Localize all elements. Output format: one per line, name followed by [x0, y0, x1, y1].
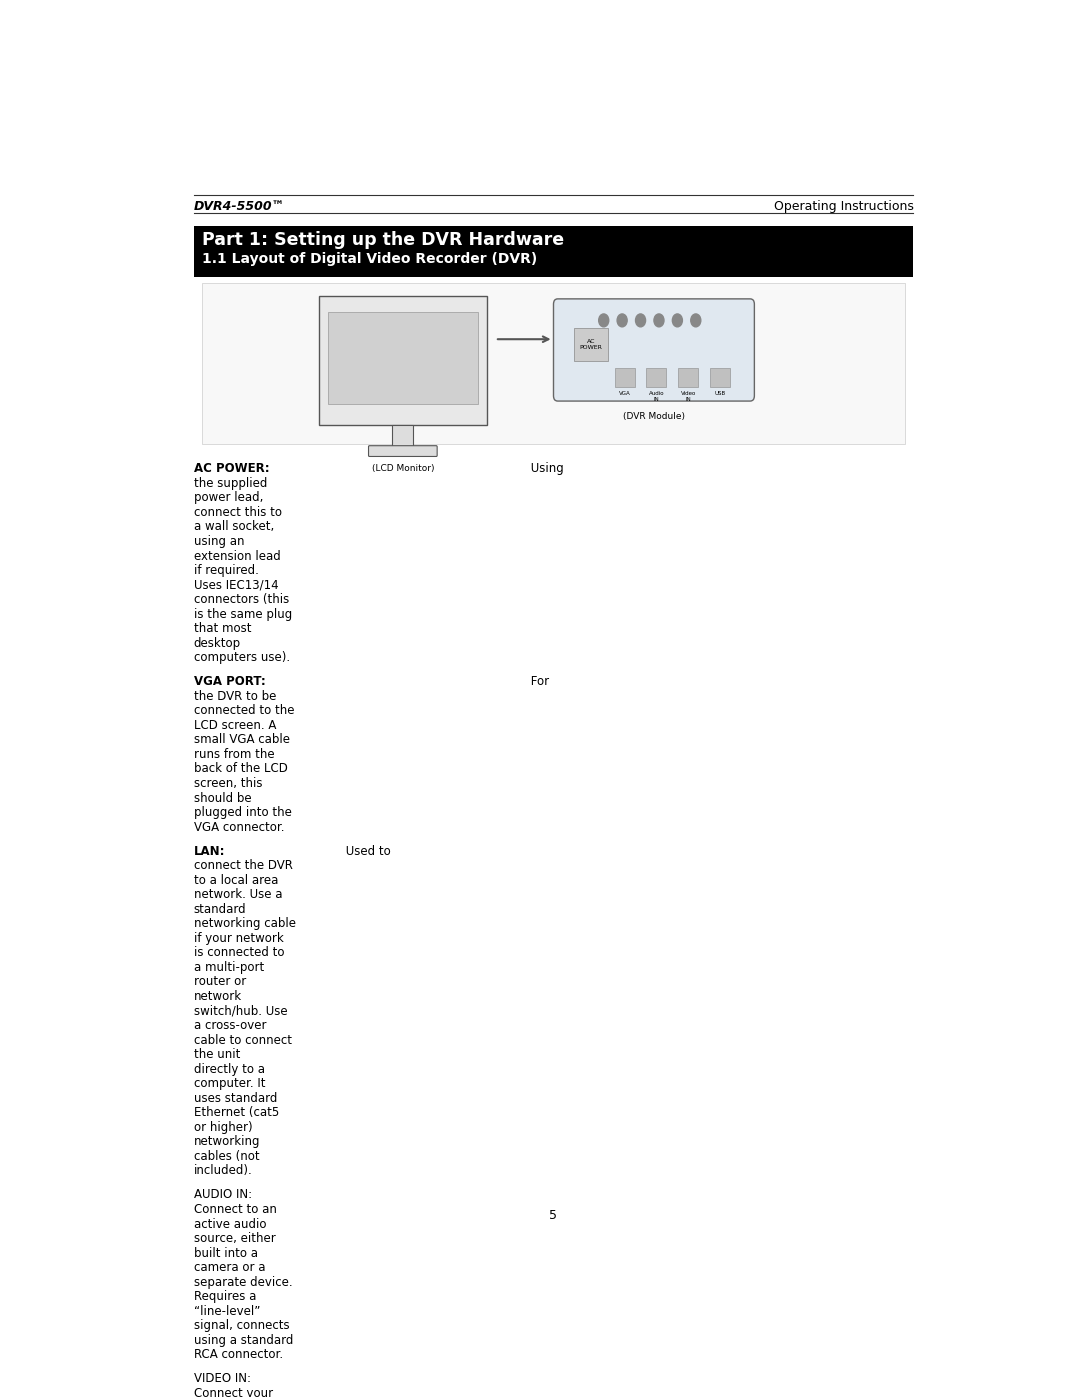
Text: “line-level”: “line-level” [193, 1305, 260, 1317]
Text: to a local area: to a local area [193, 875, 278, 887]
Circle shape [691, 314, 701, 327]
Text: standard: standard [193, 902, 246, 916]
Text: Connect to an: Connect to an [193, 1203, 276, 1215]
Text: VGA connector.: VGA connector. [193, 820, 284, 834]
Circle shape [654, 314, 664, 327]
Circle shape [598, 314, 609, 327]
Text: networking: networking [193, 1136, 260, 1148]
Text: desktop: desktop [193, 637, 241, 650]
Text: power lead,: power lead, [193, 492, 262, 504]
Text: VIDEO IN:: VIDEO IN: [193, 1372, 251, 1386]
Text: RCA connector.: RCA connector. [193, 1348, 283, 1361]
FancyBboxPatch shape [320, 296, 486, 425]
Text: a multi-port: a multi-port [193, 961, 264, 974]
Text: is connected to: is connected to [193, 946, 284, 960]
Text: the DVR to be: the DVR to be [193, 690, 276, 703]
Circle shape [673, 314, 683, 327]
FancyBboxPatch shape [327, 313, 478, 404]
FancyBboxPatch shape [193, 226, 914, 278]
Text: if your network: if your network [193, 932, 283, 944]
Text: DVR4-5500™: DVR4-5500™ [193, 200, 285, 212]
FancyBboxPatch shape [678, 367, 699, 387]
Text: extension lead: extension lead [193, 549, 281, 563]
Circle shape [635, 314, 646, 327]
Text: Part 1: Setting up the DVR Hardware: Part 1: Setting up the DVR Hardware [202, 231, 564, 249]
Text: a wall socket,: a wall socket, [193, 521, 274, 534]
Text: Ethernet (cat5: Ethernet (cat5 [193, 1106, 279, 1119]
Text: camera or a: camera or a [193, 1261, 265, 1274]
Text: the unit: the unit [193, 1048, 240, 1062]
Text: signal, connects: signal, connects [193, 1319, 289, 1333]
Text: networking cable: networking cable [193, 918, 296, 930]
FancyBboxPatch shape [202, 282, 905, 444]
Text: router or: router or [193, 975, 246, 989]
Text: source, either: source, either [193, 1232, 275, 1245]
Text: that most: that most [193, 622, 251, 636]
Text: switch/hub. Use: switch/hub. Use [193, 1004, 287, 1017]
Text: screen, this: screen, this [193, 777, 262, 791]
Text: network: network [193, 990, 242, 1003]
FancyBboxPatch shape [554, 299, 754, 401]
Text: (DVR Module): (DVR Module) [623, 412, 685, 420]
Text: if required.: if required. [193, 564, 258, 577]
Text: Uses IEC13/14: Uses IEC13/14 [193, 578, 279, 591]
Text: Used to: Used to [341, 845, 390, 858]
Text: Connect your: Connect your [193, 1387, 273, 1397]
Text: AC
POWER: AC POWER [580, 339, 603, 351]
Text: built into a: built into a [193, 1246, 258, 1260]
Text: using an: using an [193, 535, 244, 548]
Text: VGA PORT:: VGA PORT: [193, 675, 266, 689]
Text: directly to a: directly to a [193, 1063, 265, 1076]
Text: runs from the: runs from the [193, 747, 274, 761]
Text: AC POWER:: AC POWER: [193, 462, 269, 475]
Text: 5: 5 [550, 1208, 557, 1222]
Text: included).: included). [193, 1164, 253, 1178]
FancyBboxPatch shape [615, 367, 635, 387]
Text: VGA: VGA [619, 391, 631, 397]
Text: LCD screen. A: LCD screen. A [193, 719, 276, 732]
Text: connected to the: connected to the [193, 704, 294, 718]
Text: or higher): or higher) [193, 1120, 253, 1134]
Text: should be: should be [193, 792, 252, 805]
Text: active audio: active audio [193, 1218, 266, 1231]
Text: Using: Using [527, 462, 564, 475]
FancyBboxPatch shape [392, 425, 414, 447]
Text: uses standard: uses standard [193, 1091, 276, 1105]
FancyBboxPatch shape [368, 446, 437, 457]
Text: 1.1 Layout of Digital Video Recorder (DVR): 1.1 Layout of Digital Video Recorder (DV… [202, 251, 537, 265]
Text: the supplied: the supplied [193, 476, 267, 490]
Text: Operating Instructions: Operating Instructions [773, 200, 914, 212]
Text: computer. It: computer. It [193, 1077, 265, 1090]
Text: small VGA cable: small VGA cable [193, 733, 289, 746]
FancyBboxPatch shape [710, 367, 730, 387]
Text: cables (not: cables (not [193, 1150, 259, 1162]
Text: network. Use a: network. Use a [193, 888, 282, 901]
Text: Video
IN: Video IN [680, 391, 696, 402]
Text: For: For [527, 675, 549, 689]
FancyBboxPatch shape [647, 367, 666, 387]
Text: computers use).: computers use). [193, 651, 289, 664]
Text: using a standard: using a standard [193, 1334, 293, 1347]
Text: is the same plug: is the same plug [193, 608, 292, 620]
Text: cable to connect: cable to connect [193, 1034, 292, 1046]
Text: separate device.: separate device. [193, 1275, 293, 1288]
Circle shape [617, 314, 627, 327]
Text: LAN:: LAN: [193, 845, 225, 858]
Text: Audio
IN: Audio IN [649, 391, 664, 402]
Text: Requires a: Requires a [193, 1289, 256, 1303]
Text: connect the DVR: connect the DVR [193, 859, 293, 872]
FancyBboxPatch shape [575, 328, 608, 360]
Text: connect this to: connect this to [193, 506, 282, 518]
Text: plugged into the: plugged into the [193, 806, 292, 819]
Text: back of the LCD: back of the LCD [193, 763, 287, 775]
Text: a cross-over: a cross-over [193, 1018, 266, 1032]
Text: connectors (this: connectors (this [193, 594, 288, 606]
Text: USB: USB [715, 391, 726, 397]
Text: (LCD Monitor): (LCD Monitor) [372, 464, 434, 474]
Text: AUDIO IN:: AUDIO IN: [193, 1189, 252, 1201]
